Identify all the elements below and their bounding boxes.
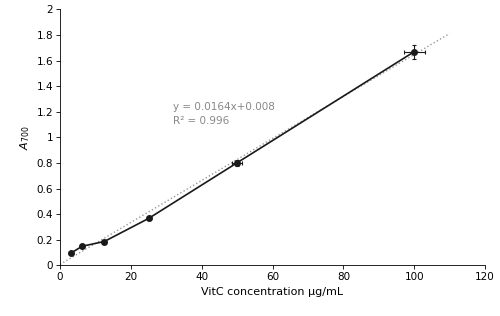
X-axis label: VitC concentration μg/mL: VitC concentration μg/mL [202, 287, 344, 296]
Y-axis label: $A_{700}$: $A_{700}$ [18, 125, 32, 150]
Text: y = 0.0164x+0.008
R² = 0.996: y = 0.0164x+0.008 R² = 0.996 [174, 102, 275, 126]
